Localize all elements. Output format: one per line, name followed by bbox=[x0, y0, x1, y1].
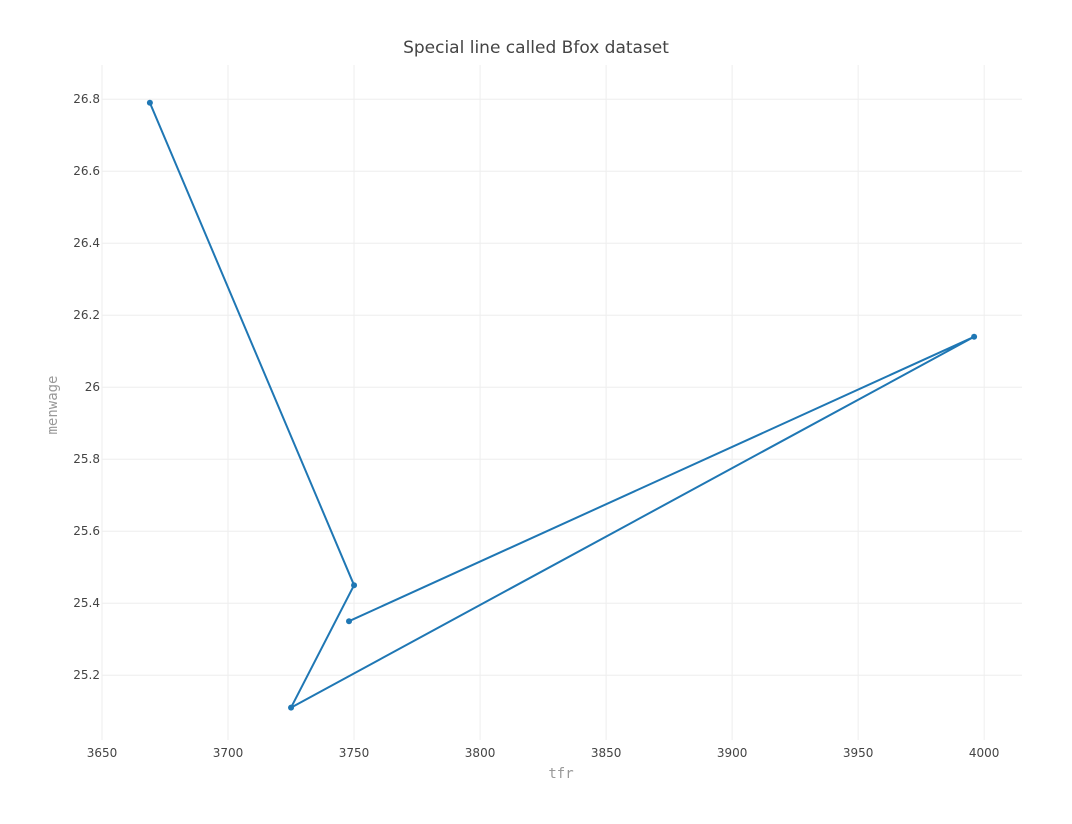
y-axis-title: menwage bbox=[45, 375, 61, 434]
y-tick-label: 26 bbox=[85, 380, 100, 394]
x-axis-title: tfr bbox=[548, 766, 573, 782]
x-tick-label: 3700 bbox=[213, 746, 244, 760]
x-tick-label: 3750 bbox=[339, 746, 370, 760]
data-point[interactable] bbox=[346, 618, 353, 625]
y-tick-label: 26.6 bbox=[73, 164, 100, 178]
data-point[interactable] bbox=[288, 704, 295, 711]
y-tick-label: 25.6 bbox=[73, 524, 100, 538]
chart-title: Special line called Bfox dataset bbox=[403, 38, 669, 58]
data-point[interactable] bbox=[971, 333, 978, 340]
y-gridlines bbox=[102, 98, 1022, 676]
y-tick-label: 26.8 bbox=[73, 92, 100, 106]
data-point[interactable] bbox=[146, 99, 153, 106]
x-tick-label: 4000 bbox=[969, 746, 1000, 760]
y-tick-label: 25.8 bbox=[73, 452, 100, 466]
x-tick-label: 3950 bbox=[843, 746, 874, 760]
x-tick-label: 3900 bbox=[717, 746, 748, 760]
x-tick-label: 3850 bbox=[591, 746, 622, 760]
x-tick-label: 3800 bbox=[465, 746, 496, 760]
y-tick-label: 25.2 bbox=[73, 668, 100, 682]
x-axis-ticks: 3650 3700 3750 3800 3850 3900 3950 4000 bbox=[87, 746, 1000, 760]
x-gridlines bbox=[101, 65, 985, 740]
x-tick-label: 3650 bbox=[87, 746, 118, 760]
y-axis-ticks: 25.2 25.4 25.6 25.8 26 26.2 26.4 26.6 26.8 bbox=[73, 92, 100, 682]
y-tick-label: 25.4 bbox=[73, 596, 100, 610]
y-tick-label: 26.2 bbox=[73, 308, 100, 322]
series-line bbox=[148, 102, 976, 709]
series-layer bbox=[146, 99, 978, 711]
y-tick-label: 26.4 bbox=[73, 236, 100, 250]
data-point[interactable] bbox=[351, 582, 358, 589]
